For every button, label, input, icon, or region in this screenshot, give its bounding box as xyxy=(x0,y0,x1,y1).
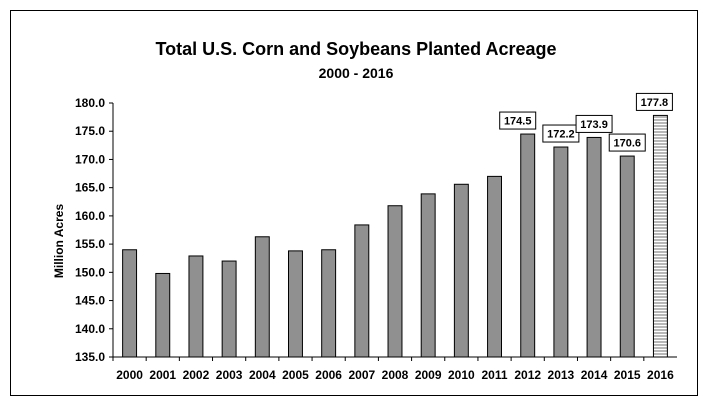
x-tick-label-2011: 2011 xyxy=(482,368,508,382)
bar-2008 xyxy=(387,205,403,358)
data-label-box xyxy=(575,114,613,133)
bar-2000 xyxy=(122,249,138,358)
data-label-text: 170.6 xyxy=(613,138,641,150)
x-tick-label-2004: 2004 xyxy=(249,368,276,382)
bar-2007 xyxy=(354,224,370,358)
bar-2004 xyxy=(254,236,270,358)
data-label-2012: 174.5 xyxy=(499,111,537,130)
chart-title: Total U.S. Corn and Soybeans Planted Acr… xyxy=(155,39,556,59)
data-label-box xyxy=(608,133,646,152)
data-label-2013: 172.2 xyxy=(542,124,580,143)
bar-2011 xyxy=(487,175,502,358)
y-tick-label: 170.0 xyxy=(75,152,105,166)
x-tick-label-2014: 2014 xyxy=(581,368,608,382)
bar-2003 xyxy=(221,260,237,358)
x-tick-label-2006: 2006 xyxy=(315,368,342,382)
data-label-text: 174.5 xyxy=(504,116,532,128)
x-tick-label-2008: 2008 xyxy=(382,368,409,382)
x-axis-ticks: 2000 2001 2002 2003 2004 2005 2006 2007 2008 2009… xyxy=(112,357,674,382)
data-label-2014: 173.9 xyxy=(575,114,613,133)
x-tick-label-2002: 2002 xyxy=(183,368,210,382)
y-tick-label: 140.0 xyxy=(75,322,105,336)
chart-frame: Total U.S. Corn and Soybeans Planted Acr… xyxy=(10,10,698,396)
y-tick-label: 135.0 xyxy=(75,350,105,364)
y-tick-label: 145.0 xyxy=(75,294,105,308)
x-tick-label-2015: 2015 xyxy=(614,368,641,382)
y-axis-title: Million Acres xyxy=(52,204,66,279)
x-tick-label-2000: 2000 xyxy=(116,368,143,382)
x-tick-label-2005: 2005 xyxy=(282,368,309,382)
bar-2013 xyxy=(553,146,569,358)
y-tick-label: 180.0 xyxy=(75,96,105,110)
bars xyxy=(122,114,668,358)
y-tick-label: 160.0 xyxy=(75,209,105,223)
bar-2001 xyxy=(155,272,171,358)
data-label-box xyxy=(635,92,673,111)
y-tick-label: 150.0 xyxy=(75,265,105,279)
x-tick-label-2016: 2016 xyxy=(647,368,674,382)
x-tick-label-2012: 2012 xyxy=(514,368,541,382)
bar-2006 xyxy=(321,249,337,358)
y-tick-label: 165.0 xyxy=(75,181,105,195)
x-tick-label-2009: 2009 xyxy=(415,368,442,382)
bar-2012 xyxy=(520,133,536,358)
data-label-2015: 170.6 xyxy=(608,133,646,152)
chart-subtitle: 2000 - 2016 xyxy=(319,65,394,81)
bar-2005 xyxy=(288,250,303,358)
data-label-box xyxy=(542,124,580,143)
data-label-2016: 177.8 xyxy=(635,92,673,111)
x-tick-label-2013: 2013 xyxy=(548,368,575,382)
x-tick-label-2010: 2010 xyxy=(448,368,475,382)
y-tick-label: 155.0 xyxy=(75,237,105,251)
data-labels: 174.5 172.2 173.9 170.6 177.8 xyxy=(499,92,673,152)
data-label-box xyxy=(499,111,537,130)
data-label-text: 172.2 xyxy=(547,129,575,141)
data-label-text: 173.9 xyxy=(580,119,608,131)
data-label-text: 177.8 xyxy=(641,97,669,109)
bar-2010 xyxy=(453,183,469,358)
bar-2014 xyxy=(586,136,602,358)
x-tick-label-2001: 2001 xyxy=(149,368,176,382)
x-tick-label-2007: 2007 xyxy=(348,368,375,382)
bar-2015 xyxy=(619,155,635,358)
bar-2002 xyxy=(188,255,204,358)
bar-2009 xyxy=(420,193,436,358)
bar-2016 xyxy=(652,114,668,358)
chart-svg: Total U.S. Corn and Soybeans Planted Acr… xyxy=(52,39,677,382)
y-tick-label: 175.0 xyxy=(75,124,105,138)
x-tick-label-2003: 2003 xyxy=(216,368,243,382)
y-axis-ticks: 135.0 140.0 145.0 150.0 155.0 160.0 165.0 170.0… xyxy=(75,96,113,364)
